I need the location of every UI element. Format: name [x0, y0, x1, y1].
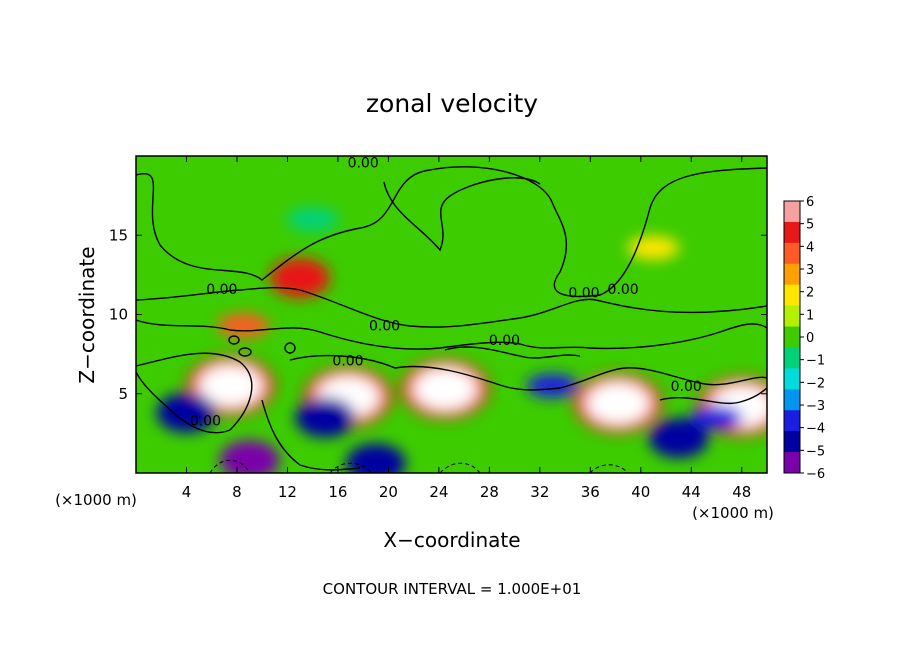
contour-line [136, 352, 253, 434]
plot-area: 0.00 0.00 0.00 0.00 0.00 0.00 0.00 0.00 0.00 [136, 155, 767, 473]
velocity-cell [219, 440, 280, 473]
contour-line [284, 342, 296, 354]
velocity-field [156, 207, 767, 473]
x-tick-label: 32 [530, 483, 549, 501]
colorbar-label: −5 [806, 444, 825, 459]
colorbar-swatch [784, 452, 800, 474]
colorbar-label: −3 [806, 399, 825, 414]
x-axis-label: X−coordinate [383, 528, 520, 552]
x-tick-label: 28 [480, 483, 499, 501]
contour-label: 0.00 [190, 414, 221, 430]
x-tick-label: 8 [232, 483, 242, 501]
colorbar-label: 5 [806, 218, 814, 233]
velocity-cell [156, 392, 217, 433]
x-tick-label: 12 [278, 483, 297, 501]
velocity-cell [415, 368, 476, 409]
velocity-cell [526, 373, 579, 398]
contour-label: 0.00 [348, 155, 379, 171]
contour-interval-note: CONTOUR INTERVAL = 1.000E+01 [323, 580, 582, 598]
colorbar-label: 1 [806, 308, 814, 323]
colorbar-label: 6 [806, 195, 814, 210]
contour-label: 0.00 [568, 285, 599, 301]
colorbar-label: −2 [806, 376, 825, 391]
velocity-cell [588, 383, 649, 424]
contour-label: 0.00 [608, 282, 639, 298]
x-tick-label: 20 [379, 483, 398, 501]
x-axis-ticks: 4 8 12 16 20 24 28 32 36 40 44 48 [182, 156, 751, 501]
x-axis-unit-right: (×1000 m) [692, 504, 774, 522]
colorbar-swatch [784, 410, 800, 432]
colorbar-label: −6 [806, 467, 825, 482]
velocity-cell [270, 258, 331, 299]
colorbar-swatch [784, 263, 800, 286]
contour-labels: 0.00 0.00 0.00 0.00 0.00 0.00 0.00 0.00 0.00 [190, 155, 702, 430]
x-tick-label: 24 [429, 483, 448, 501]
colorbar-swatch [784, 347, 800, 369]
x-tick-label: 4 [182, 483, 192, 501]
colorbar-label: −1 [806, 354, 825, 369]
velocity-cell [217, 313, 270, 338]
contour-line [136, 287, 767, 328]
contour-line [136, 319, 767, 350]
negative-contours [209, 459, 629, 473]
colorbar-label: 3 [806, 263, 814, 278]
contour-label: 0.00 [489, 333, 520, 349]
y-axis-ticks: 5 10 15 [109, 226, 767, 403]
contour-line [439, 462, 481, 473]
colorbar-swatch [784, 201, 800, 223]
x-tick-label: 16 [328, 483, 347, 501]
colorbar-swatch [784, 221, 800, 244]
contour-line [383, 177, 541, 252]
x-tick-label: 48 [732, 483, 751, 501]
velocity-cell [345, 443, 406, 473]
colorbar-swatch [784, 431, 800, 453]
velocity-cell [286, 207, 339, 232]
contour-line [289, 354, 767, 391]
x-tick-label: 40 [631, 483, 650, 501]
colorbar-swatch [784, 326, 800, 348]
y-tick-label: 15 [109, 226, 128, 244]
zero-contours [136, 166, 767, 471]
contour-line [444, 346, 581, 359]
contour-line [209, 459, 251, 473]
contour-line [659, 387, 767, 405]
colorbar-label: 4 [806, 240, 814, 255]
colorbar-swatch [784, 284, 800, 307]
velocity-cell [648, 418, 709, 459]
y-tick-label: 5 [118, 385, 128, 403]
contour-line [238, 347, 252, 357]
velocity-cell [627, 235, 680, 260]
contour-label: 0.00 [206, 282, 237, 298]
contour-label: 0.00 [671, 379, 702, 395]
colorbar-label: 2 [806, 286, 814, 301]
contour-line [228, 335, 240, 345]
velocity-cell [200, 365, 261, 406]
y-axis-label: Z−coordinate [75, 246, 99, 383]
y-tick-label: 10 [109, 306, 128, 324]
colorbar-swatch [784, 368, 800, 390]
x-tick-label: 36 [581, 483, 600, 501]
colorbar: 6 5 4 3 2 1 0 −1 −2 −3 −4 −5 −6 [783, 195, 825, 482]
contour-line [261, 399, 361, 471]
contour-line [589, 464, 629, 473]
colorbar-label: −4 [806, 422, 825, 437]
colorbar-label: 0 [806, 331, 814, 346]
contour-label: 0.00 [332, 353, 363, 369]
x-axis-unit-left: (×1000 m) [55, 491, 137, 509]
velocity-cell [690, 405, 743, 430]
contour-line [136, 166, 767, 298]
colorbar-swatch [784, 242, 800, 265]
contour-line [329, 462, 373, 473]
colorbar-swatch [784, 305, 800, 328]
velocity-cell [295, 397, 356, 438]
chart-title: zonal velocity [366, 89, 538, 118]
contour-label: 0.00 [369, 319, 400, 335]
x-tick-label: 44 [682, 483, 701, 501]
colorbar-swatch [784, 389, 800, 411]
